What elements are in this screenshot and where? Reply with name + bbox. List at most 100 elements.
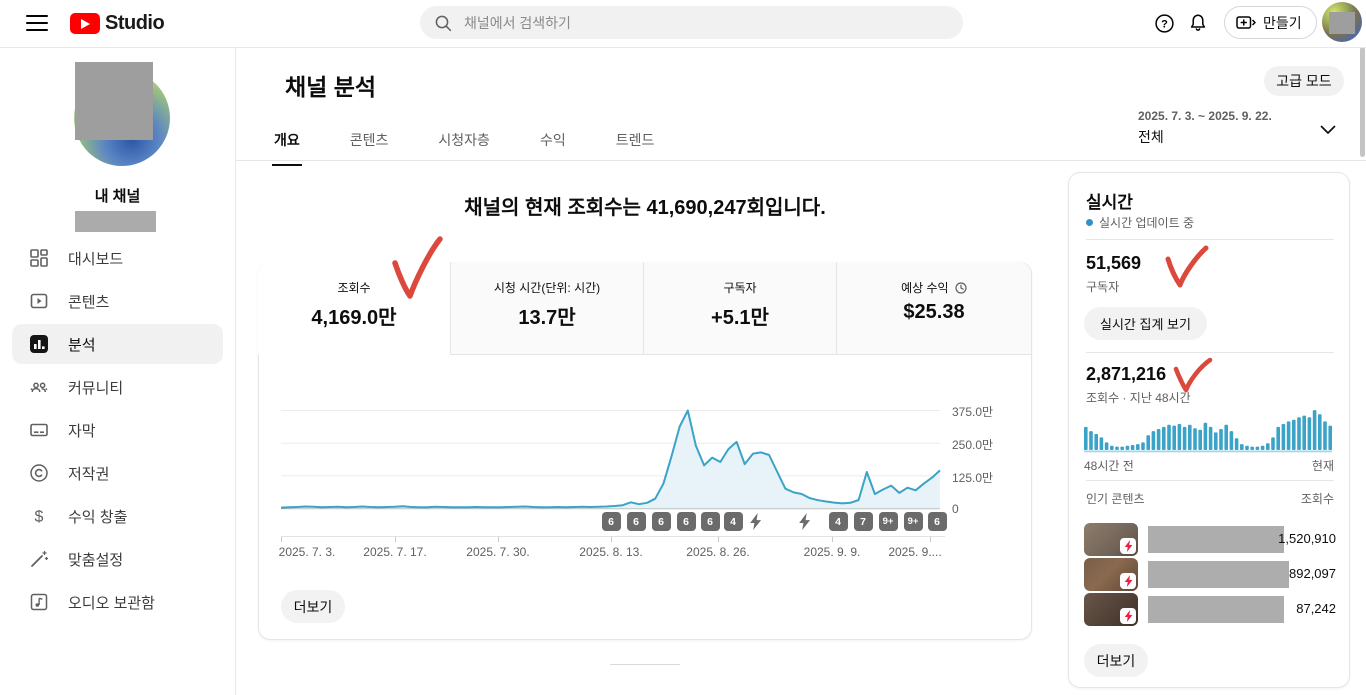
x-tick-label: 2025. 7. 30. xyxy=(466,545,530,559)
subtitles-icon xyxy=(29,420,49,440)
notifications-button[interactable] xyxy=(1184,9,1212,37)
popular-content-row[interactable]: 87,242 xyxy=(1084,592,1336,627)
question-icon: ? xyxy=(1154,13,1174,33)
create-button-label: 만들기 xyxy=(1263,14,1302,31)
divider xyxy=(1086,239,1334,240)
x-tick-label: 2025. 8. 26. xyxy=(686,545,750,559)
redacted-video-title xyxy=(1148,596,1284,623)
studio-sidebar: 내 채널 대시보드 콘텐츠 분석 커뮤니티 xyxy=(0,47,236,695)
video-thumbnail xyxy=(1084,558,1138,591)
metric-tab-revenue[interactable]: 예상 수익 $25.38 xyxy=(837,262,1031,355)
x-tick-mark xyxy=(611,537,612,542)
metric-tab-subscribers[interactable]: 구독자 +5.1만 xyxy=(644,262,837,355)
sidebar-item-label: 저작권 xyxy=(68,465,110,483)
metric-label: 시청 시간(단위: 시간) xyxy=(493,281,601,295)
date-range-selector[interactable]: 2025. 7. 3. ~ 2025. 9. 22. 전체 xyxy=(1138,109,1272,147)
see-more-button[interactable]: 더보기 xyxy=(1084,644,1148,677)
page-scrollbar[interactable] xyxy=(1360,47,1365,157)
y-tick-label: 125.0만 xyxy=(952,471,994,485)
bar-axis-end-label: 현재 xyxy=(1311,459,1334,473)
hamburger-menu-icon[interactable] xyxy=(26,15,48,31)
video-publish-marker[interactable]: 6 xyxy=(700,512,720,531)
y-tick-label: 250.0만 xyxy=(952,438,994,452)
metric-tab-watch-time[interactable]: 시청 시간(단위: 시간) 13.7만 xyxy=(451,262,644,355)
redacted-avatar-patch xyxy=(75,62,153,140)
advanced-mode-button[interactable]: 고급 모드 xyxy=(1264,66,1344,96)
section-divider xyxy=(610,664,680,665)
metric-label: 구독자 xyxy=(723,281,757,295)
shorts-publish-marker-icon[interactable] xyxy=(798,513,811,535)
youtube-studio-logo[interactable]: Studio xyxy=(70,12,165,35)
video-publish-marker[interactable]: 6 xyxy=(927,512,947,531)
tab-trends[interactable]: 트렌드 xyxy=(615,132,655,148)
date-filter-value: 전체 xyxy=(1138,129,1164,145)
help-button[interactable]: ? xyxy=(1150,9,1178,37)
video-publish-marker[interactable]: 4 xyxy=(828,512,848,531)
x-tick-mark xyxy=(395,537,396,542)
video-publish-marker[interactable]: 9+ xyxy=(903,512,923,531)
shorts-publish-marker-icon[interactable] xyxy=(749,513,762,535)
analytics-tabs: 개요 콘텐츠 시청자층 수익 트렌드 xyxy=(272,124,656,166)
chevron-down-icon[interactable] xyxy=(1320,122,1336,140)
live-dot-icon xyxy=(1086,219,1093,226)
sidebar-item-dashboard[interactable]: 대시보드 xyxy=(0,238,235,278)
video-publish-marker[interactable]: 4 xyxy=(723,512,743,531)
tab-audience[interactable]: 시청자층 xyxy=(438,132,490,148)
sidebar-item-community[interactable]: 커뮤니티 xyxy=(0,367,235,407)
studio-brand-text: Studio xyxy=(105,12,165,34)
tab-revenue[interactable]: 수익 xyxy=(539,132,566,148)
realtime-status-text: 실시간 업데이트 중 xyxy=(1099,216,1194,230)
content-icon xyxy=(29,291,49,311)
sidebar-item-monetization[interactable]: $ 수익 창출 xyxy=(0,496,235,536)
popular-content-row[interactable]: 892,097 xyxy=(1084,557,1336,592)
views-trend-chart xyxy=(280,409,941,510)
realtime-title: 실시간 xyxy=(1086,193,1133,212)
customization-icon xyxy=(29,549,49,569)
video-thumbnail xyxy=(1084,523,1138,556)
video-publish-marker[interactable]: 6 xyxy=(601,512,621,531)
sidebar-item-copyright[interactable]: 저작권 xyxy=(0,453,235,493)
metric-label: 예상 수익 xyxy=(837,279,1031,296)
account-avatar[interactable] xyxy=(1322,2,1362,42)
sidebar-item-analytics[interactable]: 분석 xyxy=(0,324,235,364)
realtime-status: 실시간 업데이트 중 xyxy=(1086,214,1194,231)
divider xyxy=(1086,480,1334,481)
sidebar-item-content[interactable]: 콘텐츠 xyxy=(0,281,235,321)
popular-content-header: 인기 콘텐츠 xyxy=(1086,492,1145,506)
views-headline: 채널의 현재 조회수는 41,690,247회입니다. xyxy=(464,197,826,219)
sidebar-item-label: 오디오 보관함 xyxy=(68,594,155,612)
see-more-button[interactable]: 더보기 xyxy=(281,590,345,623)
metric-value: $25.38 xyxy=(903,301,965,323)
tabs-divider xyxy=(236,160,1366,161)
bell-icon xyxy=(1190,13,1206,31)
tab-overview[interactable]: 개요 xyxy=(272,124,302,166)
sidebar-item-customization[interactable]: 맞춤설정 xyxy=(0,539,235,579)
shorts-icon xyxy=(1120,538,1136,554)
sidebar-item-audio-library[interactable]: 오디오 보관함 xyxy=(0,582,235,622)
search-icon xyxy=(435,15,452,31)
top-app-bar: Studio ? 만들기 xyxy=(0,0,1366,48)
tab-content[interactable]: 콘텐츠 xyxy=(349,132,389,148)
search-input[interactable] xyxy=(462,13,926,32)
video-publish-marker[interactable]: 6 xyxy=(651,512,671,531)
sidebar-item-subtitles[interactable]: 자막 xyxy=(0,410,235,450)
sidebar-item-label: 대시보드 xyxy=(68,250,124,268)
metric-value: 4,169.0만 xyxy=(311,307,397,329)
y-tick-label: 375.0만 xyxy=(952,405,994,419)
bar-axis-start-label: 48시간 전 xyxy=(1084,459,1134,473)
video-publish-marker[interactable]: 6 xyxy=(676,512,696,531)
search-bar[interactable] xyxy=(420,6,963,39)
create-button[interactable]: 만들기 xyxy=(1224,6,1317,39)
popular-content-row[interactable]: 1,520,910 xyxy=(1084,522,1336,557)
metric-value: 13.7만 xyxy=(518,307,576,329)
see-live-count-button[interactable]: 실시간 집계 보기 xyxy=(1084,307,1207,340)
metric-tab-views[interactable]: 조회수 4,169.0만 xyxy=(258,262,451,355)
create-video-icon xyxy=(1236,16,1256,29)
video-publish-marker[interactable]: 6 xyxy=(626,512,646,531)
x-tick-label: 2025. 7. 3. xyxy=(278,545,336,559)
video-view-count: 892,097 xyxy=(1289,566,1336,581)
video-publish-marker[interactable]: 7 xyxy=(853,512,873,531)
x-tick-mark xyxy=(498,537,499,542)
video-publish-marker[interactable]: 9+ xyxy=(878,512,898,531)
metric-label: 조회수 xyxy=(337,281,371,295)
